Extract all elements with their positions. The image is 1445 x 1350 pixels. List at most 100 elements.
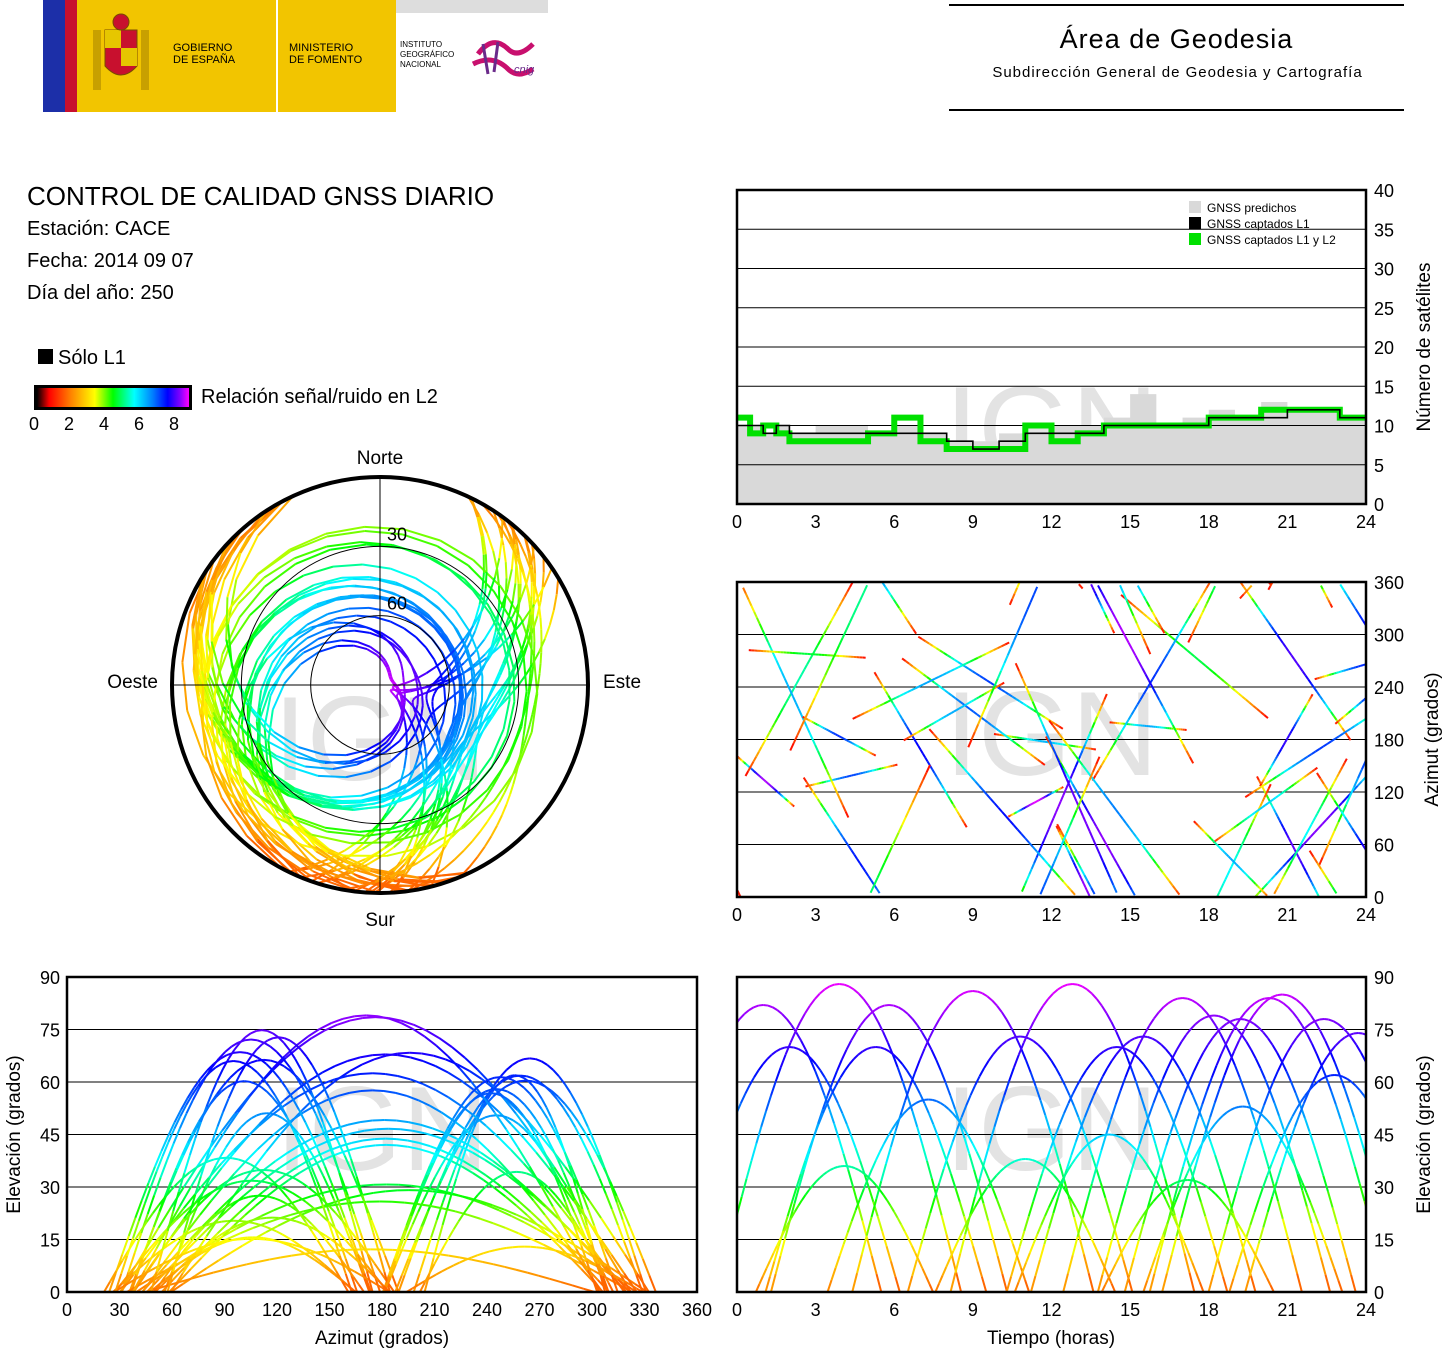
elev-az-segment xyxy=(213,1057,221,1065)
sky-track-segment xyxy=(462,752,469,761)
x-tick-label: 12 xyxy=(1041,512,1061,532)
azimuth-track-segment xyxy=(1059,830,1065,838)
elev-az-segment xyxy=(422,1060,436,1067)
elev-az-segment xyxy=(248,1195,255,1198)
elev-time-segment xyxy=(911,1110,919,1128)
sky-track-segment xyxy=(336,799,368,804)
sky-track-segment xyxy=(385,667,390,674)
sky-track-segment xyxy=(466,687,473,695)
sky-track-segment xyxy=(523,701,529,714)
sky-track-segment xyxy=(256,840,294,875)
sky-track-segment xyxy=(404,846,417,860)
elev-az-segment xyxy=(462,1206,470,1215)
azimuth-track-segment xyxy=(1151,673,1157,680)
azimuth-track-segment xyxy=(1175,731,1181,739)
azimuth-track-segment xyxy=(935,719,940,723)
azimuth-track-segment xyxy=(773,788,777,791)
legend-swatch xyxy=(1189,233,1201,245)
elev-az-segment xyxy=(400,1237,409,1252)
azimuth-track-segment xyxy=(1373,861,1377,867)
elev-az-segment xyxy=(220,1151,236,1169)
azimuth-track-segment xyxy=(879,702,885,707)
elev-time-segment xyxy=(655,1238,660,1256)
elev-az-segment xyxy=(428,1176,436,1189)
elev-az-segment xyxy=(266,1030,274,1035)
azimuth-track-segment xyxy=(1374,764,1378,768)
azimuth-track-segment xyxy=(1106,749,1112,756)
azimuth-track-segment xyxy=(1017,809,1020,813)
sky-track-segment xyxy=(204,635,220,675)
azimuth-track-segment xyxy=(1171,724,1178,733)
elev-az-segment xyxy=(203,1192,212,1200)
azimuth-track-segment xyxy=(760,741,766,748)
azimuth-track-segment xyxy=(753,611,758,619)
azimuth-track-segment xyxy=(1301,709,1305,714)
plot-frame xyxy=(735,188,1368,506)
elev-az-segment xyxy=(134,1256,143,1267)
sky-track-segment xyxy=(220,797,248,837)
ign-top-bar xyxy=(396,0,548,13)
elev-az-segment xyxy=(445,1127,453,1139)
sky-track-segment xyxy=(215,761,233,804)
elev-time-segment xyxy=(857,1050,864,1056)
sky-track-segment xyxy=(505,793,512,805)
sky-track-segment xyxy=(216,755,244,791)
elev-az-segment xyxy=(400,1022,414,1030)
azimuth-track-segment xyxy=(1210,590,1214,596)
sky-track-segment xyxy=(409,720,416,732)
azimuth-track-segment xyxy=(1385,752,1389,756)
elev-az-segment xyxy=(419,1282,426,1292)
azimuth-track-segment xyxy=(747,599,753,607)
elev-az-segment xyxy=(257,1039,265,1044)
elev-az-segment xyxy=(240,1121,248,1128)
elev-az-segment xyxy=(275,1230,283,1236)
elev-az-segment xyxy=(586,1126,595,1141)
azimuth-track-segment xyxy=(1361,698,1366,703)
elev-az-segment xyxy=(170,1182,179,1191)
elev-az-segment xyxy=(185,1099,194,1114)
elev-az-segment xyxy=(141,1275,155,1292)
azimuth-track-segment xyxy=(865,770,868,774)
sky-track-segment xyxy=(528,673,532,683)
elev-az-segment xyxy=(503,1208,517,1216)
azimuth-track-segment xyxy=(873,877,879,886)
sky-track-segment xyxy=(477,516,485,537)
sky-track-segment xyxy=(347,863,362,873)
sky-track-segment xyxy=(423,596,444,613)
elev-az-segment xyxy=(108,1272,117,1292)
azimuth-track-segment xyxy=(814,782,818,786)
elev-az-segment xyxy=(362,1016,376,1020)
azimuth-track-segment xyxy=(1086,733,1091,740)
elev-az-segment xyxy=(512,1119,520,1125)
sky-track-segment xyxy=(490,707,499,716)
sky-track-segment xyxy=(382,660,388,669)
elev-az-segment xyxy=(295,1160,308,1169)
azimuth-track-segment xyxy=(742,760,745,764)
sky-track-segment xyxy=(327,624,349,630)
sky-track-segment xyxy=(501,529,512,545)
sky-track-segment xyxy=(422,785,426,803)
sky-track-segment xyxy=(474,653,486,665)
sky-track-segment xyxy=(533,581,538,595)
azimuth-track-segment xyxy=(896,710,901,716)
sky-track-segment xyxy=(219,720,245,756)
elev-az-segment xyxy=(506,1246,513,1249)
azimuth-track-segment xyxy=(1120,594,1126,599)
azimuth-track-segment xyxy=(903,738,907,742)
azimuth-track-segment xyxy=(1329,603,1334,608)
sky-track-segment xyxy=(213,771,238,814)
elev-az-segment xyxy=(506,1116,514,1122)
azimuth-track-segment xyxy=(822,726,826,730)
sky-track-segment xyxy=(403,861,419,872)
elev-time-segment xyxy=(848,1058,855,1065)
elev-az-segment xyxy=(347,1268,355,1278)
sky-track-segment xyxy=(442,704,447,723)
azimuth-track-segment xyxy=(1417,638,1421,647)
elev-az-segment xyxy=(621,1219,630,1238)
elev-az-segment xyxy=(442,1130,450,1142)
sky-track-segment xyxy=(228,703,232,743)
elev-time-segment xyxy=(839,1069,846,1078)
azimuth-track-segment xyxy=(816,723,820,727)
elev-az-segment xyxy=(475,1137,489,1151)
azimuth-track-segment xyxy=(1353,784,1359,791)
